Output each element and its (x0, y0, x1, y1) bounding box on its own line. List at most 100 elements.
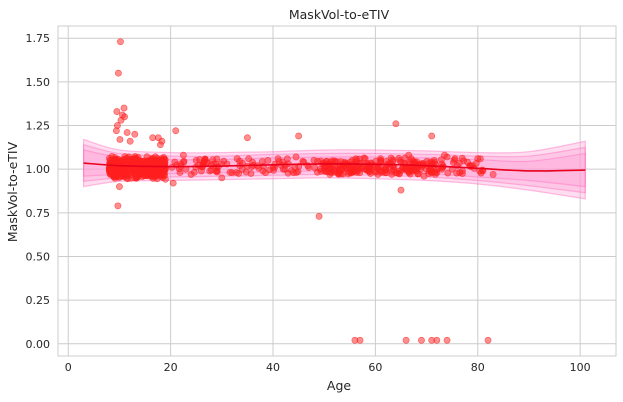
x-tick-label: 40 (266, 361, 280, 374)
y-axis-label: MaskVol-to-eTIV (5, 141, 20, 242)
chart-title: MaskVol-to-eTIV (289, 7, 390, 22)
y-tick-label: 1.00 (26, 163, 51, 176)
data-point (405, 151, 413, 159)
data-point (402, 336, 410, 344)
data-point (433, 169, 441, 177)
data-point (114, 202, 122, 210)
trend-line (83, 162, 586, 172)
y-tick-label: 1.25 (26, 120, 51, 133)
data-point (290, 169, 297, 177)
data-point (131, 130, 139, 138)
x-tick-label: 60 (368, 361, 382, 374)
data-point (464, 158, 471, 166)
data-point (444, 169, 452, 177)
data-point (117, 116, 125, 124)
data-point (361, 155, 369, 163)
data-point (274, 155, 282, 163)
data-point (392, 120, 400, 128)
data-point (346, 169, 354, 177)
data-point (126, 166, 134, 174)
data-point (151, 153, 159, 161)
data-point (115, 69, 122, 77)
data-point (336, 165, 343, 173)
data-point (412, 167, 420, 175)
data-point (377, 157, 384, 164)
data-point (192, 157, 200, 164)
data-point (418, 336, 425, 344)
data-point (397, 186, 405, 194)
data-point (279, 165, 287, 173)
data-point (433, 336, 441, 344)
data-point (327, 167, 335, 175)
y-tick-label: 1.75 (26, 32, 51, 45)
data-point (156, 141, 164, 149)
data-point (292, 153, 300, 161)
data-point (213, 164, 221, 171)
data-point (423, 165, 430, 173)
data-point (366, 167, 374, 175)
data-point (484, 336, 492, 344)
y-tick-label: 0.25 (26, 294, 51, 307)
data-point (305, 164, 313, 171)
data-point (392, 169, 400, 177)
data-point (107, 169, 115, 177)
data-point (140, 172, 148, 180)
data-point (151, 171, 158, 179)
data-point (428, 132, 436, 140)
data-point (374, 171, 382, 178)
data-point (113, 108, 121, 115)
data-point (149, 134, 157, 142)
x-tick-label: 0 (65, 361, 72, 374)
data-point (123, 174, 130, 182)
data-point (118, 169, 126, 176)
y-tick-label: 1.50 (26, 76, 51, 89)
data-point (218, 174, 226, 182)
data-point (348, 157, 356, 164)
y-tick-label: 0.50 (26, 250, 51, 263)
x-tick-label: 20 (164, 361, 178, 374)
axis-layer: 0 20 40 60 80 100 0.00 0.25 0.50 0.75 1.00 1.25 1.50… (26, 25, 617, 374)
data-point (180, 151, 187, 159)
data-point (233, 155, 241, 163)
data-point (244, 134, 251, 142)
data-point (169, 179, 177, 187)
data-point (474, 155, 482, 163)
plot-frame (57, 25, 617, 357)
data-point (197, 167, 205, 175)
y-tick-label: 0.75 (26, 207, 51, 220)
data-point (112, 127, 120, 135)
data-point (123, 129, 131, 136)
data-point (172, 127, 180, 135)
data-point (213, 155, 221, 163)
data-point (259, 167, 267, 175)
data-point (382, 165, 390, 173)
data-point (451, 155, 459, 163)
x-tick-label: 100 (570, 361, 591, 374)
data-point (203, 158, 210, 166)
data-point (356, 336, 364, 344)
data-point (126, 137, 134, 145)
data-point (106, 156, 114, 164)
data-point (459, 167, 466, 175)
x-axis-label: Age (327, 378, 351, 393)
x-tick-label: 80 (471, 361, 485, 374)
data-point (420, 172, 428, 180)
data-point (121, 153, 129, 161)
data-point (247, 170, 255, 177)
data-point (187, 171, 195, 178)
data-point (116, 183, 123, 191)
data-point (295, 132, 303, 140)
data-point (264, 157, 272, 164)
data-point (320, 167, 328, 175)
data-point (310, 157, 318, 164)
trend-line-layer (83, 162, 586, 172)
data-point (228, 169, 236, 177)
data-point (430, 157, 438, 164)
data-point (315, 212, 323, 220)
data-point (489, 171, 497, 178)
data-point (116, 136, 124, 143)
data-point (441, 151, 448, 159)
data-point-layer (105, 38, 497, 344)
